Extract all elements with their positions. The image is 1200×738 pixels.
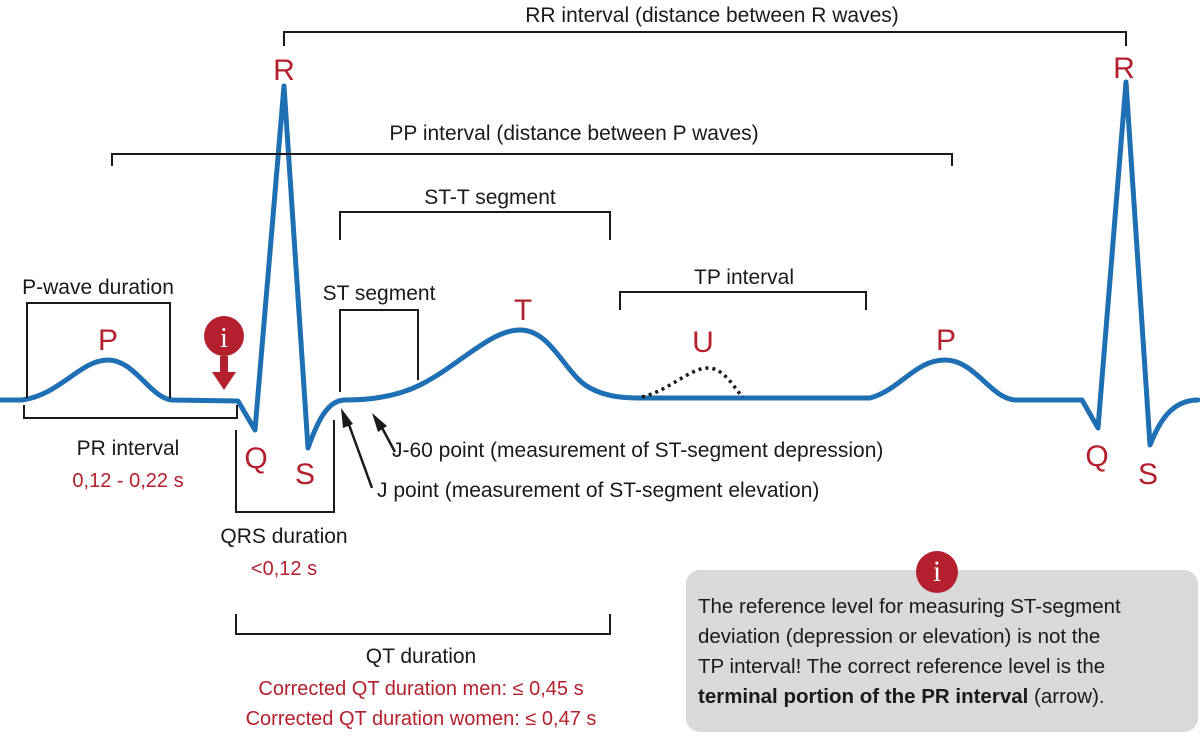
- st-segment-label: ST segment: [323, 282, 436, 305]
- info-note-line-4: terminal portion of the PR interval (arr…: [698, 682, 1188, 712]
- ecg-trace: [0, 79, 1200, 451]
- u-wave-trace: [641, 366, 745, 399]
- p-wave-duration-label: P-wave duration: [22, 276, 174, 299]
- wave-label-q1: Q: [244, 442, 267, 475]
- pp-interval-bracket: [111, 153, 953, 166]
- reference-marker-badge: [204, 316, 244, 356]
- qt-corrected-women: Corrected QT duration women: ≤ 0,47 s: [246, 708, 597, 730]
- j-point-arrowhead: [341, 408, 353, 428]
- rr-interval-bracket: [283, 31, 1127, 46]
- j60-arrowhead: [372, 413, 387, 432]
- info-note-bold: terminal portion of the PR interval: [698, 685, 1029, 708]
- wave-label-r1: R: [273, 54, 295, 87]
- tp-interval-label: TP interval: [694, 266, 794, 289]
- pr-interval-value: 0,12 - 0,22 s: [72, 470, 183, 492]
- pr-interval-bracket: [23, 405, 238, 419]
- pr-interval-label: PR interval: [77, 437, 180, 460]
- wave-label-u: U: [692, 326, 714, 359]
- reference-marker-icon: i: [220, 323, 228, 354]
- info-note-line-1: The reference level for measuring ST-seg…: [698, 595, 1121, 618]
- info-note-line-3: TP interval! The correct reference level…: [698, 655, 1106, 678]
- wave-label-p1: P: [98, 324, 118, 357]
- wave-label-s2: S: [1138, 458, 1158, 491]
- tp-interval-bracket: [619, 291, 867, 310]
- j60-point-label: J-60 point (measurement of ST-segment de…: [392, 439, 883, 462]
- info-note-tail: (arrow).: [1028, 685, 1105, 708]
- wave-label-p2: P: [936, 324, 956, 357]
- qt-corrected-men: Corrected QT duration men: ≤ 0,45 s: [258, 678, 583, 700]
- qt-duration-label: QT duration: [366, 645, 477, 668]
- wave-label-q2: Q: [1085, 440, 1108, 473]
- wave-label-s1: S: [295, 458, 315, 491]
- qrs-duration-bracket: [235, 420, 335, 513]
- info-note-box: The reference level for measuring ST-seg…: [686, 570, 1198, 732]
- reference-arrow-shaft: [220, 356, 228, 376]
- info-note-line-2: deviation (depression or elevation) is n…: [698, 625, 1101, 648]
- st-t-segment-bracket: [339, 211, 611, 240]
- j-point-label: J point (measurement of ST-segment eleva…: [377, 479, 819, 502]
- qrs-duration-value: <0,12 s: [251, 558, 317, 580]
- st-t-segment-label: ST-T segment: [424, 186, 556, 209]
- reference-arrow-head: [212, 372, 236, 390]
- pp-interval-label: PP interval (distance between P waves): [389, 122, 758, 145]
- rr-interval-label: RR interval (distance between R waves): [525, 4, 899, 27]
- qt-duration-bracket: [235, 614, 611, 635]
- qrs-duration-label: QRS duration: [220, 525, 347, 548]
- p-wave-duration-box: [26, 302, 171, 398]
- info-icon: i: [916, 551, 958, 593]
- wave-label-r2: R: [1113, 52, 1135, 85]
- j-point-pointer-line: [346, 421, 374, 489]
- st-segment-box: [339, 309, 419, 392]
- wave-label-t: T: [514, 294, 532, 327]
